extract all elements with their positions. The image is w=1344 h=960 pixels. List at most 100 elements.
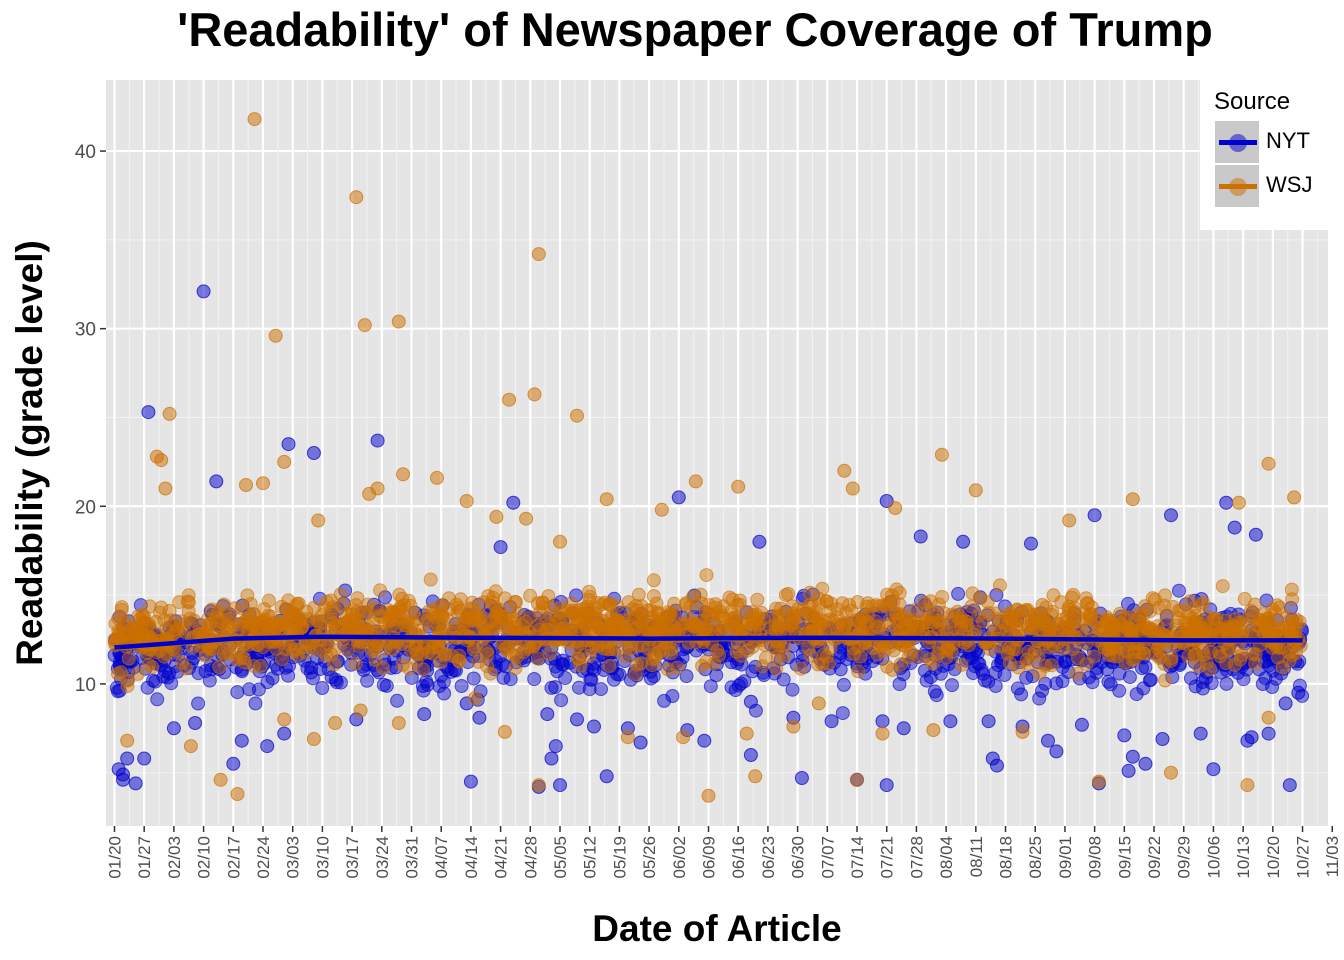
point-nyt: [315, 681, 330, 695]
x-tick-label: 02/24: [254, 836, 273, 879]
point-nyt: [150, 692, 165, 707]
outlier-point-wsj: [306, 732, 321, 746]
point-wsj: [1215, 579, 1230, 594]
point-wsj: [236, 651, 251, 666]
outlier-point-nyt: [1282, 778, 1297, 793]
point-nyt: [785, 682, 800, 697]
point-wsj: [157, 613, 172, 628]
point-nyt: [728, 683, 743, 698]
point-wsj: [393, 599, 408, 614]
point-nyt: [415, 679, 430, 694]
point-wsj: [628, 667, 643, 682]
point-nyt: [1268, 671, 1283, 686]
point-wsj: [1060, 609, 1075, 624]
point-wsj: [473, 609, 488, 624]
point-wsj: [452, 654, 467, 669]
legend-title: Source: [1214, 88, 1291, 115]
outlier-point-nyt: [896, 721, 911, 736]
point-wsj: [608, 623, 623, 638]
outlier-point-wsj: [1032, 666, 1047, 681]
outlier-point-nyt: [209, 474, 224, 489]
x-tick-label: 07/21: [878, 836, 897, 879]
point-nyt: [1082, 670, 1096, 685]
point-wsj: [1220, 641, 1235, 656]
legend-key-nyt: [1214, 120, 1260, 164]
point-wsj: [1282, 653, 1297, 668]
outlier-point-wsj: [162, 406, 177, 421]
outlier-point-nyt: [879, 778, 894, 793]
point-wsj: [187, 613, 202, 628]
point-nyt: [437, 686, 452, 701]
point-wsj: [653, 615, 667, 630]
outlier-point-nyt: [120, 751, 135, 766]
point-wsj: [1087, 649, 1101, 664]
outlier-point-nyt: [141, 405, 156, 420]
point-wsj: [819, 594, 834, 609]
x-tick-label: 06/09: [700, 836, 719, 879]
outlier-point-nyt: [493, 540, 508, 555]
legend-label-nyt: NYT: [1266, 128, 1310, 153]
point-wsj: [114, 600, 129, 615]
point-wsj: [243, 597, 258, 611]
point-wsj: [759, 650, 773, 665]
outlier-point-nyt: [417, 707, 432, 722]
point-nyt: [191, 666, 206, 681]
outlier-point-wsj: [239, 478, 253, 492]
point-wsj: [618, 649, 632, 664]
x-tick-label: 04/14: [462, 836, 481, 879]
outlier-point-nyt: [1193, 726, 1208, 741]
point-wsj: [602, 658, 617, 673]
outlier-point-wsj: [1231, 495, 1246, 510]
point-nyt: [927, 684, 942, 699]
legend-label-wsj: WSJ: [1266, 172, 1313, 197]
y-tick-label: 20: [75, 497, 96, 518]
point-wsj: [995, 615, 1010, 630]
point-wsj: [508, 595, 523, 610]
x-tick-label: 08/04: [937, 836, 956, 879]
x-tick-label: 05/26: [640, 836, 659, 879]
outlier-point-nyt: [1261, 726, 1276, 741]
outlier-point-nyt: [1024, 536, 1038, 551]
grid-lines: [106, 80, 1334, 826]
x-tick-label: 10/27: [1294, 836, 1313, 879]
y-axis-title-text: Readability (grade level): [9, 240, 50, 666]
point-nyt: [191, 696, 206, 711]
point-wsj: [771, 618, 786, 633]
outlier-point-wsj: [277, 454, 292, 469]
point-wsj: [880, 587, 895, 602]
y-axis: 10 20 30 40: [75, 142, 106, 696]
point-wsj: [981, 606, 996, 620]
point-wsj: [851, 664, 866, 679]
point-wsj: [408, 641, 423, 656]
outlier-point-wsj: [888, 501, 903, 516]
point-nyt: [495, 657, 510, 672]
point-wsj: [434, 608, 449, 623]
x-tick-label: 08/25: [1026, 836, 1045, 879]
outlier-point-wsj: [396, 467, 410, 482]
outlier-point-wsj: [845, 481, 860, 496]
outlier-point-nyt: [472, 710, 487, 725]
outlier-point-wsj: [353, 703, 368, 718]
outlier-point-nyt: [824, 714, 839, 729]
legend-item-wsj: WSJ: [1214, 164, 1334, 208]
point-nyt: [230, 685, 245, 700]
outlier-point-wsj: [1164, 765, 1178, 780]
point-wsj: [319, 648, 334, 663]
point-nyt: [951, 586, 966, 601]
point-wsj: [1077, 605, 1092, 620]
point-nyt: [1219, 676, 1234, 691]
point-wsj: [476, 595, 491, 610]
point-wsj: [1009, 619, 1023, 634]
outlier-point-wsj: [256, 476, 270, 491]
point-wsj: [326, 600, 341, 615]
x-tick-label: 04/28: [521, 836, 540, 879]
point-wsj: [809, 623, 824, 638]
outlier-point-nyt: [794, 771, 809, 785]
outlier-point-nyt: [540, 707, 555, 722]
x-tick-label: 06/23: [759, 836, 778, 879]
point-wsj: [253, 659, 268, 673]
outlier-point-nyt: [1074, 717, 1089, 732]
outlier-point-nyt: [196, 284, 211, 299]
x-tick-label: 02/10: [195, 836, 214, 879]
